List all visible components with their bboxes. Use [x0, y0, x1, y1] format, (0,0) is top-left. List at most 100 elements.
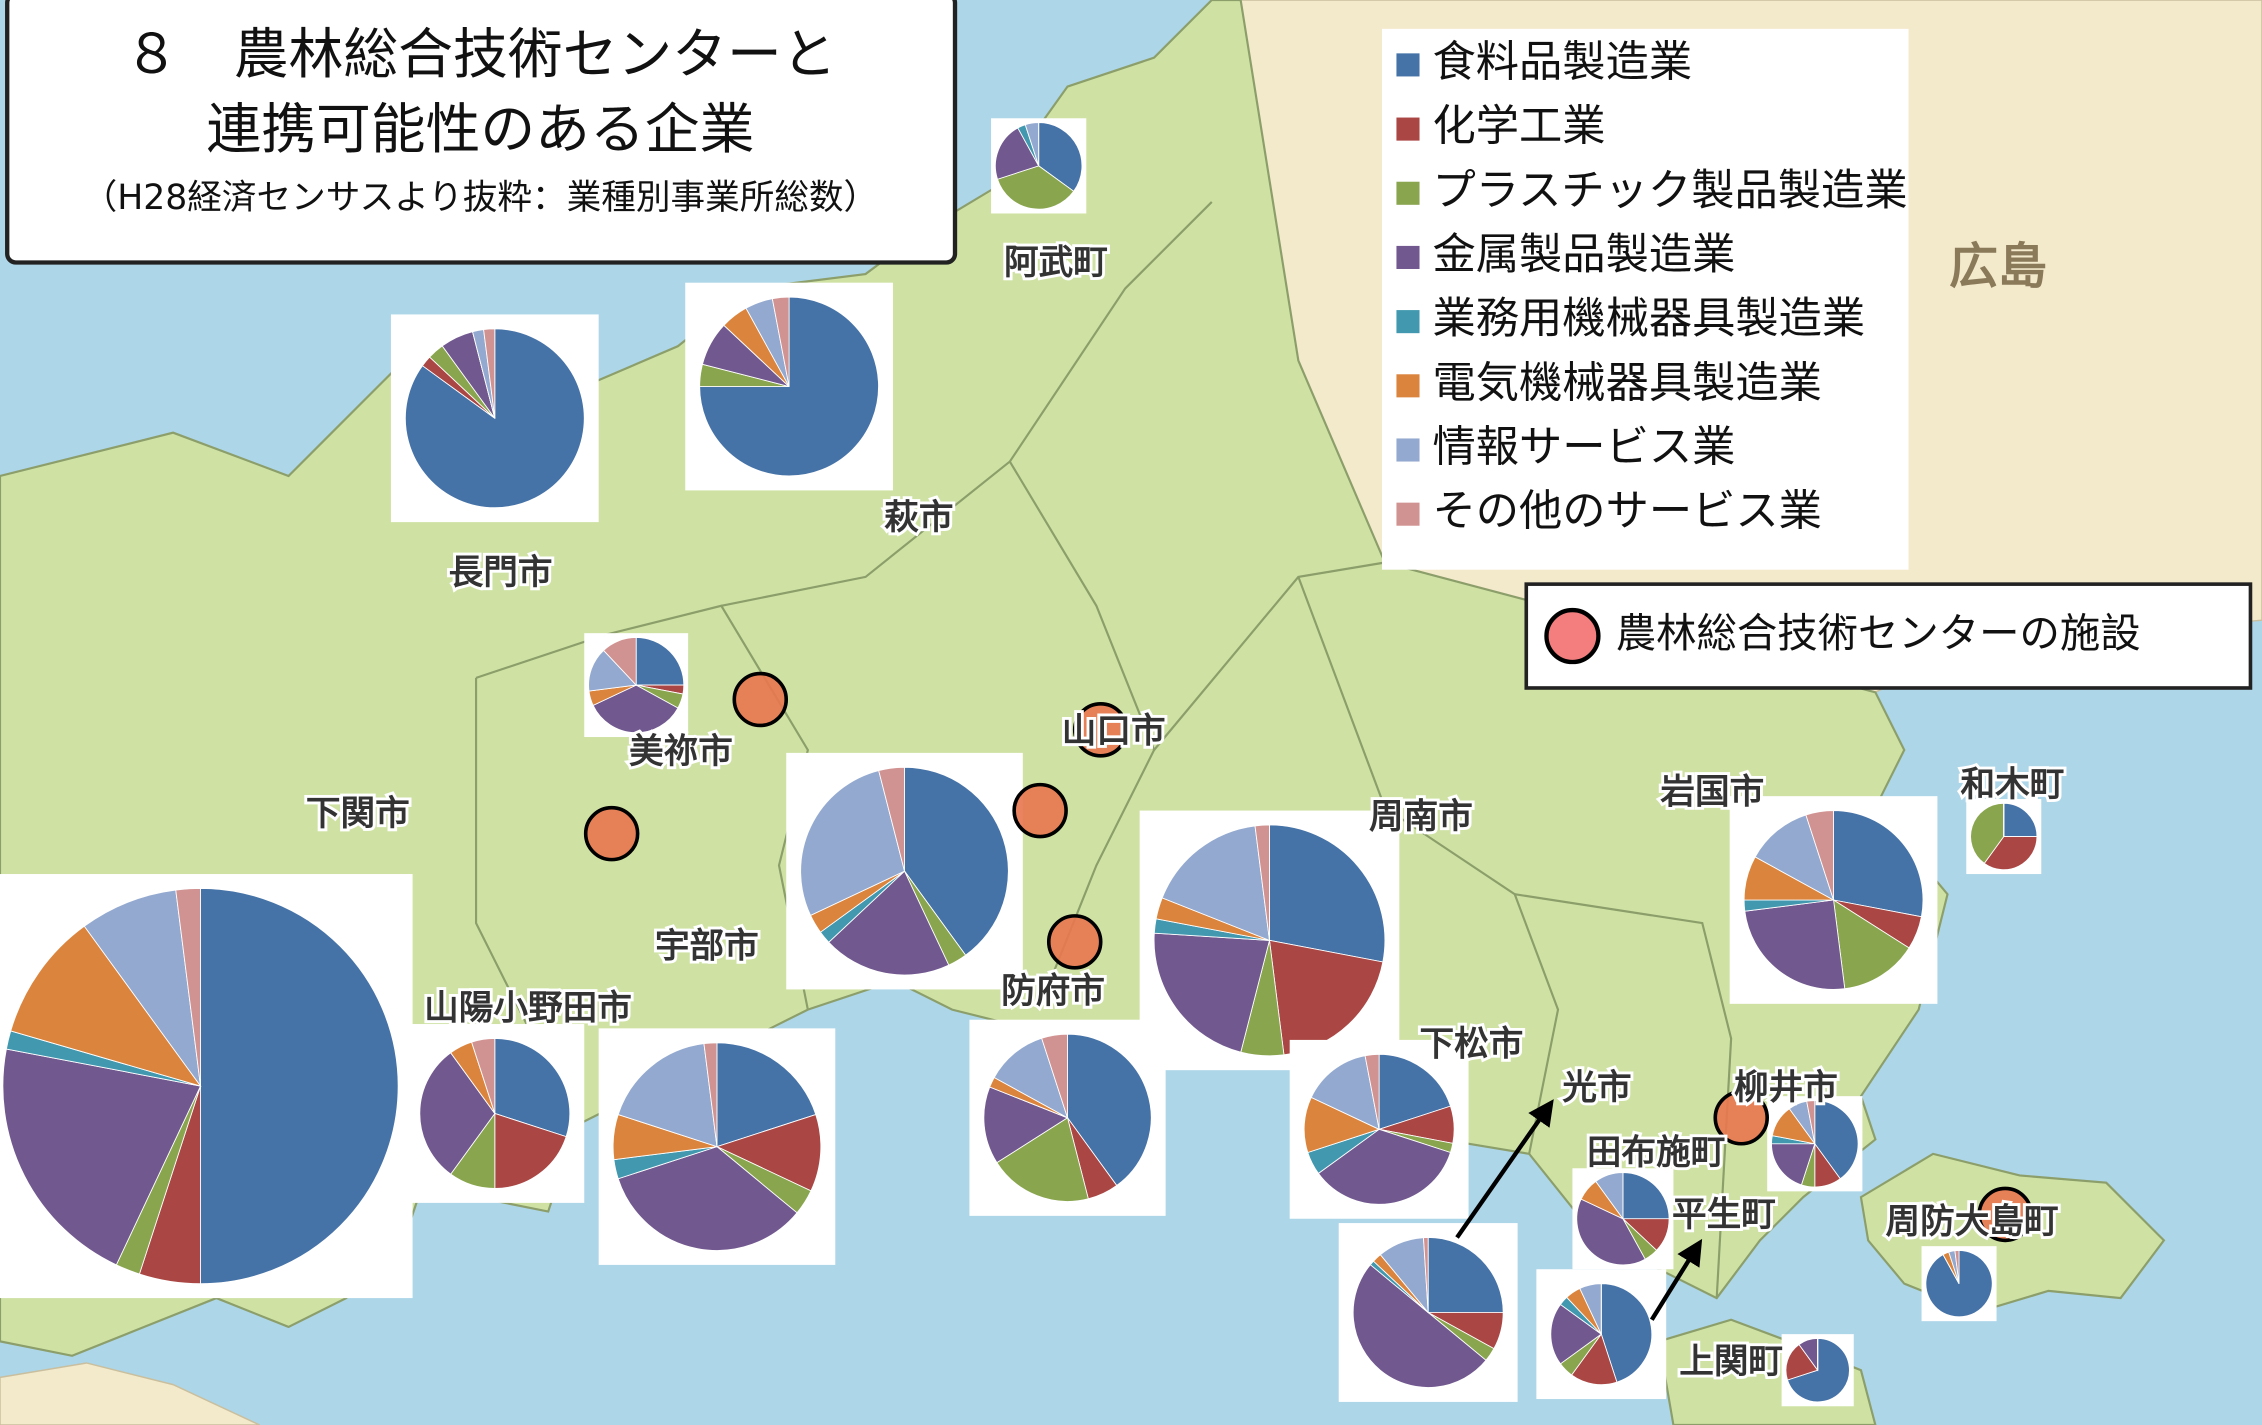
- city-label: 周防大島町: [1886, 1202, 2059, 1242]
- city-label: 田布施町: [1587, 1133, 1725, 1173]
- city-label: 岩国市: [1659, 772, 1764, 812]
- subtitle: （H28経済センサスより抜粋：業種別事業所総数）: [83, 178, 879, 218]
- pie-slice: [983, 1086, 1069, 1164]
- pie-slice: [1744, 899, 1846, 990]
- legend-label: 電気機械器具製造業: [1433, 358, 1822, 408]
- facility-legend-text: 農林総合技術センターの施設: [1616, 610, 2141, 657]
- facility-layer: [583, 671, 2033, 1243]
- pie-slice: [995, 127, 1040, 180]
- pie-slice: [617, 1043, 718, 1148]
- pie-slice: [200, 888, 399, 1285]
- city-label: 防府市: [1001, 971, 1105, 1011]
- arrow: [1455, 1099, 1554, 1239]
- pie-slice: [1161, 825, 1271, 942]
- pie-slice: [1576, 1198, 1646, 1266]
- border: [1514, 893, 1733, 1299]
- pie-slice: [1378, 1053, 1452, 1130]
- legend-swatch: [1396, 374, 1420, 398]
- legend-swatch: [1396, 502, 1420, 526]
- pie-slice: [83, 889, 201, 1087]
- pie-slice: [1427, 1237, 1504, 1313]
- city-label: 柳井市: [1734, 1068, 1838, 1108]
- pie-slice: [1754, 814, 1835, 901]
- pie-slice: [1423, 1237, 1429, 1313]
- legend: 食料品製造業化学工業プラスチック製品製造業金属製品製造業業務用機械器具製造業電気…: [1396, 37, 1908, 537]
- pie-slice: [800, 770, 906, 916]
- pie-slice: [494, 1038, 571, 1138]
- pie-slice: [716, 1042, 817, 1148]
- pie-slice: [1153, 932, 1271, 1053]
- city-label: 平生町: [1672, 1195, 1776, 1235]
- legend-label: 情報サービス業: [1433, 423, 1736, 473]
- pie-slice: [1785, 1343, 1819, 1381]
- title: ８ 農林総合技術センターと: [124, 22, 836, 86]
- title-box: [5, 0, 958, 265]
- pie-slice: [1254, 824, 1270, 941]
- pie-slice: [715, 1113, 822, 1192]
- city-label: 光市: [1562, 1068, 1631, 1108]
- legend-swatch: [1396, 245, 1420, 269]
- pie-slice: [1269, 824, 1386, 963]
- city-label: 美祢市: [629, 732, 733, 772]
- pie-slice: [1805, 810, 1834, 901]
- city-label: 下関市: [306, 794, 410, 834]
- pie-slice: [1317, 1128, 1452, 1205]
- pie-slice: [904, 766, 1009, 956]
- pie-slice: [617, 1146, 798, 1251]
- pie-slice: [1352, 1264, 1487, 1388]
- legend-label: 金属製品製造業: [1433, 230, 1736, 280]
- pie-slice: [483, 328, 496, 419]
- region-label: 広島: [1949, 237, 2047, 295]
- pie-slice: [703, 1042, 718, 1147]
- pie-slice: [1954, 1250, 1960, 1284]
- pie-slice: [1550, 1303, 1603, 1365]
- city-label: 萩市: [884, 498, 953, 538]
- pie-slice: [175, 888, 201, 1087]
- pie-slice: [419, 1052, 496, 1175]
- pie-slice: [10, 925, 202, 1087]
- city-label: 下松市: [1420, 1025, 1524, 1065]
- pie-slice: [1771, 1143, 1816, 1186]
- pie-slice: [878, 766, 905, 872]
- pie-slice: [1038, 122, 1083, 192]
- legend-swatch: [1396, 438, 1420, 462]
- pie-slice: [996, 165, 1075, 210]
- city-label: 阿武町: [1004, 243, 1108, 283]
- legend-label: プラスチック製品製造業: [1433, 166, 1908, 216]
- title: 連携可能性のある企業: [206, 97, 754, 161]
- pie-slice: [1814, 1100, 1859, 1180]
- pie-slice: [1600, 1283, 1653, 1383]
- pie-slice: [771, 296, 790, 387]
- pie-slice: [1983, 836, 2038, 871]
- facility-marker: [1713, 1090, 1769, 1146]
- pie-slice: [1364, 1053, 1380, 1130]
- legend-label: 業務用機械器具製造業: [1433, 294, 1866, 344]
- pie-slice: [2, 1048, 202, 1266]
- legend-swatch: [1396, 53, 1420, 77]
- pie-slice: [996, 1117, 1089, 1202]
- city-label: 上関町: [1679, 1342, 1783, 1382]
- facility-marker: [1046, 914, 1103, 970]
- city-label: 山陽小野田市: [424, 989, 632, 1029]
- facility-marker: [583, 805, 640, 862]
- pie-slice: [1571, 1333, 1618, 1386]
- city-label: 宇部市: [655, 927, 759, 967]
- facility-marker: [732, 671, 789, 728]
- legend-swatch: [1396, 181, 1420, 205]
- legend-box: [1382, 28, 1909, 570]
- pie-slice: [494, 1112, 567, 1189]
- legend-label: 化学工業: [1433, 102, 1606, 152]
- pie-slice: [1622, 1172, 1670, 1220]
- city-label: 長門市: [449, 553, 553, 593]
- pie-slice: [1310, 1055, 1380, 1131]
- kyushu: [0, 1362, 260, 1425]
- pie-slice: [1833, 899, 1910, 990]
- legend-swatch: [1396, 310, 1420, 334]
- pie-layer: [0, 118, 2042, 1407]
- pie-slice: [592, 684, 679, 734]
- pie-slice: [993, 1037, 1069, 1119]
- facility-marker: [1977, 1186, 2033, 1243]
- pie-slice: [471, 1038, 496, 1114]
